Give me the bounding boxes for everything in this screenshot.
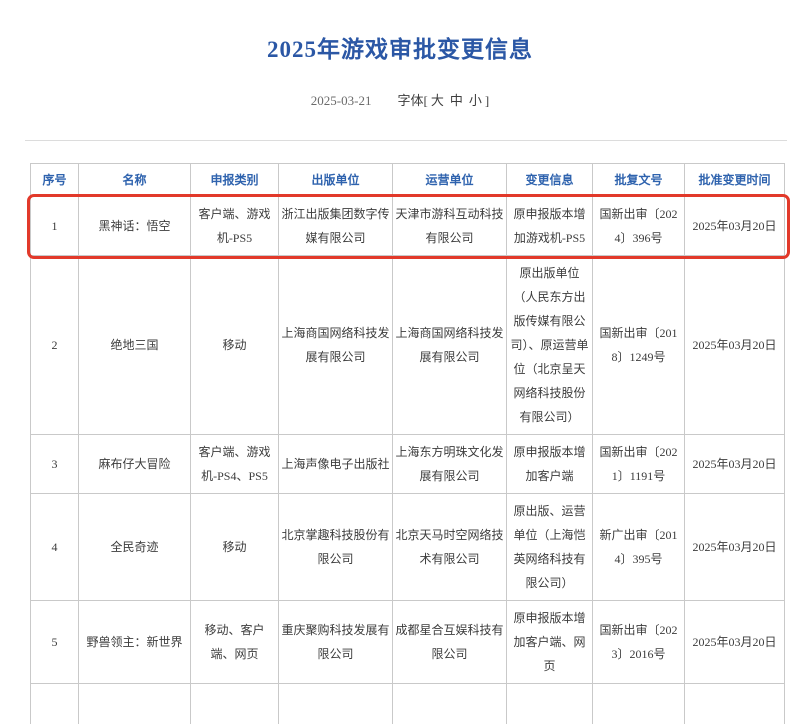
table-wrap: 序号 名称 申报类别 出版单位 运营单位 变更信息 批复文号 批准变更时间 1 黑神话：悟空 客户… [30,163,785,724]
cell-empty [592,683,685,724]
header-cell-change-info: 变更信息 [506,163,593,197]
cell-change-info: 原出版、运营单位（上海恺英网络科技有限公司） [506,493,593,601]
cell-category: 移动 [190,493,279,601]
font-size-widget: 字体[大中小] [397,93,489,108]
cell-approval-date: 2025年03月20日 [684,434,785,494]
cell-approval-number: 新广出审〔2014〕395号 [592,493,685,601]
cell-empty [78,683,191,724]
publish-date: 2025-03-21 [310,93,372,108]
header-cell-operator: 运营单位 [392,163,507,197]
cell-publisher: 北京掌趣科技股份有限公司 [278,493,393,601]
table-row: 3 麻布仔大冒险 客户端、游戏机-PS4、PS5 上海声像电子出版社 上海东方明珠文化发… [30,434,785,494]
cell-approval-number: 国新出审〔2018〕1249号 [592,255,685,435]
header-cell-index: 序号 [30,163,79,197]
cell-operator: 上海商国网络科技发展有限公司 [392,255,507,435]
cell-empty [684,683,785,724]
cell-publisher: 上海声像电子出版社 [278,434,393,494]
cell-empty [30,683,79,724]
header-cell-name: 名称 [78,163,191,197]
cell-empty [506,683,593,724]
page-title: 2025年游戏审批变更信息 [267,37,533,62]
cell-empty [278,683,393,724]
cell-approval-number: 国新出审〔2024〕396号 [592,196,685,256]
table-row: 4 全民奇迹 移动 北京掌趣科技股份有限公司 北京天马时空网络技术有限公司 原出版、运营单… [30,493,785,601]
cell-name: 野兽领主：新世界 [78,600,191,684]
font-size-option-large[interactable]: 大 [430,93,444,108]
cell-change-info: 原申报版本增加游戏机-PS5 [506,196,593,256]
cell-operator: 成都星合互娱科技有限公司 [392,600,507,684]
header-cell-category: 申报类别 [190,163,279,197]
header-cell-publisher: 出版单位 [278,163,393,197]
table-row: 5 野兽领主：新世界 移动、客户端、网页 重庆聚购科技发展有限公司 成都星合互娱科技有限… [30,600,785,684]
cell-index: 3 [30,434,79,494]
cell-name: 黑神话：悟空 [78,196,191,256]
cell-publisher: 上海商国网络科技发展有限公司 [278,255,393,435]
cell-approval-number: 国新出审〔2021〕1191号 [592,434,685,494]
cell-approval-number: 国新出审〔2023〕2016号 [592,600,685,684]
font-widget-prefix: 字体[ [397,93,428,108]
cell-operator: 上海东方明珠文化发展有限公司 [392,434,507,494]
header-cell-approval-date: 批准变更时间 [684,163,785,197]
cell-name: 麻布仔大冒险 [78,434,191,494]
cell-category: 客户端、游戏机-PS5 [190,196,279,256]
cell-empty [190,683,279,724]
cell-change-info: 原出版单位（人民东方出版传媒有限公司）、原运营单位（北京呈天网络科技股份有限公司… [506,255,593,435]
cell-operator: 天津市游科互动科技有限公司 [392,196,507,256]
cell-category: 移动 [190,255,279,435]
font-size-option-medium[interactable]: 中 [449,93,463,108]
cell-name: 全民奇迹 [78,493,191,601]
cell-approval-date: 2025年03月20日 [684,600,785,684]
cell-index: 4 [30,493,79,601]
table-header-row: 序号 名称 申报类别 出版单位 运营单位 变更信息 批复文号 批准变更时间 [30,163,785,197]
cell-change-info: 原申报版本增加客户端 [506,434,593,494]
cell-empty [392,683,507,724]
font-widget-suffix: ] [484,93,490,108]
cell-approval-date: 2025年03月20日 [684,493,785,601]
header-cell-approval-number: 批复文号 [592,163,685,197]
cell-category: 客户端、游戏机-PS4、PS5 [190,434,279,494]
cell-operator: 北京天马时空网络技术有限公司 [392,493,507,601]
font-size-option-small[interactable]: 小 [468,93,482,108]
approval-table: 序号 名称 申报类别 出版单位 运营单位 变更信息 批复文号 批准变更时间 1 黑神话：悟空 客户… [30,163,785,724]
cell-publisher: 重庆聚购科技发展有限公司 [278,600,393,684]
divider-line [25,140,787,141]
cell-change-info: 原申报版本增加客户端、网页 [506,600,593,684]
cell-approval-date: 2025年03月20日 [684,255,785,435]
table-row-clipped [30,683,785,724]
cell-category: 移动、客户端、网页 [190,600,279,684]
cell-index: 5 [30,600,79,684]
page: 2025年游戏审批变更信息 2025-03-21 字体[大中小] 序号 名称 申报类别… [0,30,800,724]
meta-row: 2025-03-21 字体[大中小] [0,90,800,109]
cell-publisher: 浙江出版集团数字传媒有限公司 [278,196,393,256]
table-row: 1 黑神话：悟空 客户端、游戏机-PS5 浙江出版集团数字传媒有限公司 天津市游科互动科… [30,196,785,256]
table-row: 2 绝地三国 移动 上海商国网络科技发展有限公司 上海商国网络科技发展有限公司 原出版单位… [30,255,785,435]
cell-approval-date: 2025年03月20日 [684,196,785,256]
cell-name: 绝地三国 [78,255,191,435]
cell-index: 1 [30,196,79,256]
cell-index: 2 [30,255,79,435]
